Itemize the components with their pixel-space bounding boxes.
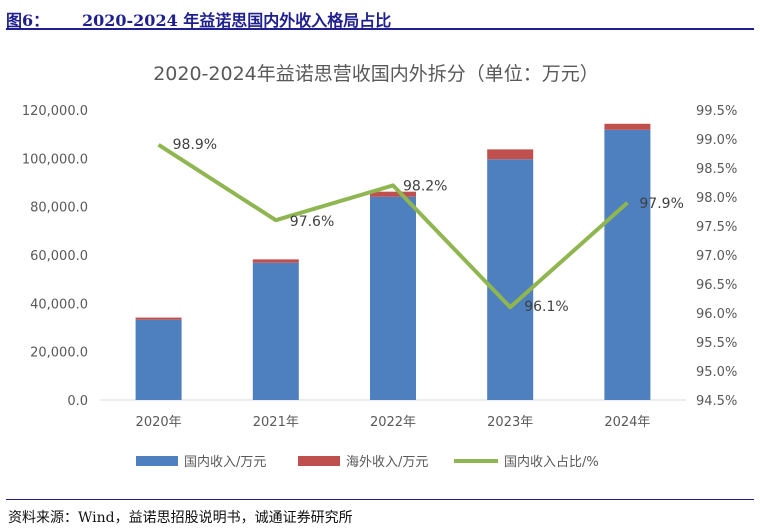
left-axis: 0.0 20,000.0 40,000.0 60,000.0 80,000.0 100,0… [22,104,88,409]
left-tick-label: 40,000.0 [30,297,88,312]
share-data-label: 96.1% [524,299,568,315]
legend-swatch [298,456,340,466]
right-tick-label: 96.5% [696,278,737,293]
share-data-label: 97.6% [290,214,334,230]
source-note: 资料来源：Wind，益诺思招股说明书，诚通证券研究所 [8,510,353,526]
chart-title: 2020-2024年益诺思营收国内外拆分（单位：万元） [153,63,599,85]
right-tick-label: 94.5% [696,394,737,409]
left-tick-label: 120,000.0 [22,104,88,119]
bar-overseas [487,149,534,160]
share-data-label: 98.2% [403,178,447,194]
share-data-label: 97.9% [639,196,683,212]
share-line [157,143,629,310]
left-tick-label: 60,000.0 [30,249,88,264]
left-tick-label: 100,000.0 [22,152,88,167]
legend-label: 海外收入/万元 [346,455,428,470]
right-tick-label: 98.5% [696,162,737,177]
bar-domestic [135,319,182,400]
header-rule [6,28,754,30]
bar-domestic [252,262,299,400]
legend-label: 国内收入占比/% [504,454,599,470]
bar-domestic [487,159,534,400]
right-tick-label: 96.0% [696,307,737,322]
right-tick-label: 97.5% [696,220,737,235]
bar-overseas [370,191,416,197]
left-tick-label: 20,000.0 [30,346,88,361]
category-label: 2023年 [487,415,533,430]
legend: 国内收入/万元 海外收入/万元 国内收入占比/% [136,454,599,470]
category-label: 2021年 [253,415,299,430]
footer-rule [6,499,754,500]
bar-overseas [135,317,182,320]
legend-swatch [136,456,178,466]
category-label: 2024年 [604,415,650,430]
figure-header: 图6： 2020-2024 年益诺思国内外收入格局占比 [6,4,754,30]
x-axis: 2020年 2021年 2022年 2023年 2024年 [136,415,651,430]
right-tick-label: 99.0% [696,133,737,148]
figure-heading: 2020-2024 年益诺思国内外收入格局占比 [82,11,392,30]
share-data-label: 98.9% [173,137,217,153]
right-tick-label: 99.5% [696,104,737,119]
right-tick-label: 97.0% [696,249,737,264]
category-label: 2022年 [370,415,416,430]
left-tick-label: 80,000.0 [30,201,88,216]
bar-domestic [370,196,416,400]
share-line-series: 98.9% 97.6% 98.2% 96.1% 97.9% [157,137,684,315]
figure-label: 图6： [6,11,50,30]
left-tick-label: 0.0 [67,394,88,409]
right-tick-label: 98.0% [696,191,737,206]
right-axis: 94.5% 95.0% 95.5% 96.0% 96.5% 97.0% 97.5% 98.0%… [696,104,737,409]
revenue-split-chart: 2020-2024年益诺思营收国内外拆分（单位：万元） 0.0 20,000.0 4… [22,63,737,470]
right-tick-label: 95.5% [696,336,737,351]
bar-series [135,123,651,401]
right-tick-label: 95.0% [696,365,737,380]
legend-label: 国内收入/万元 [184,454,266,470]
category-label: 2020年 [136,415,182,430]
bar-overseas [252,259,299,263]
bar-overseas [604,123,651,130]
bar-domestic [604,129,651,401]
